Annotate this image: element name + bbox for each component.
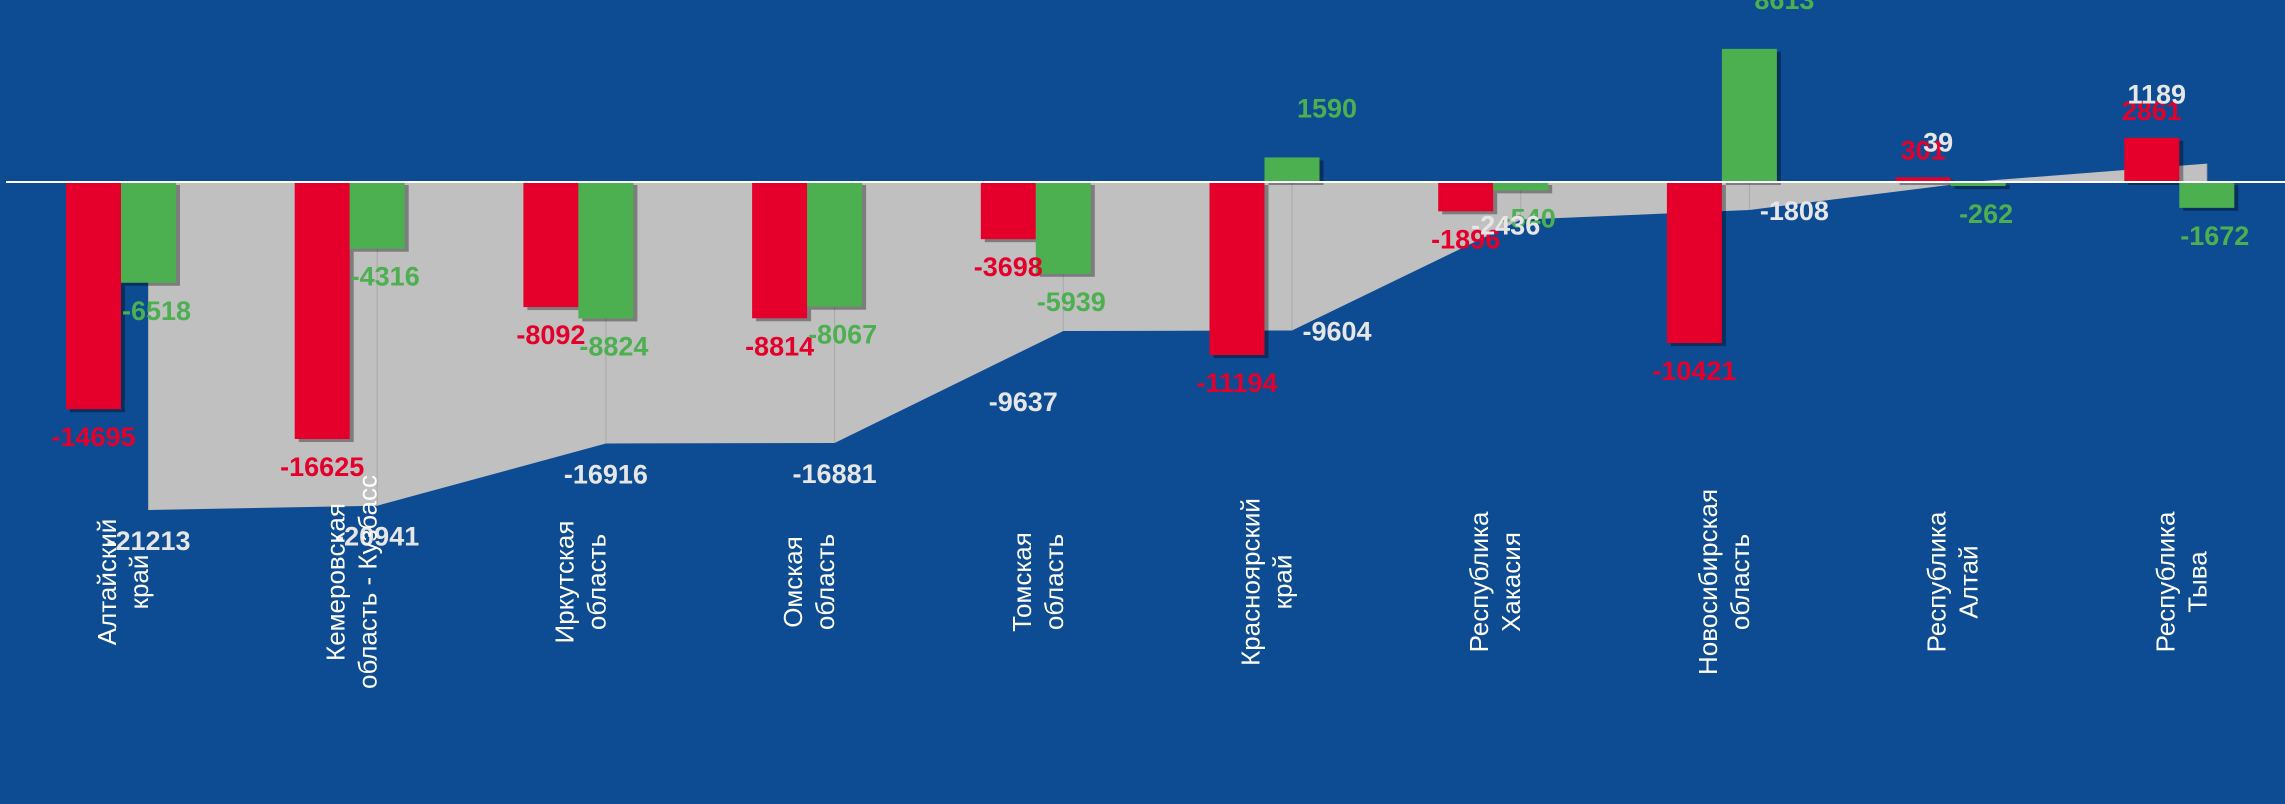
red-value-label: -16625 [280, 452, 364, 482]
total-value-label: 1189 [2128, 80, 2187, 110]
category-label-line: край [1268, 555, 1298, 610]
bar-green [2179, 182, 2235, 208]
green-value-label: -262 [1959, 199, 2013, 229]
red-value-label: -1896 [1431, 224, 1500, 254]
bar-red [294, 182, 350, 440]
category-label-line: Тыва [2182, 551, 2212, 613]
category-label-line: область [581, 534, 611, 630]
bar-green [807, 182, 863, 307]
green-value-label: -5939 [1037, 287, 1106, 317]
category-label: Омская область [778, 534, 840, 630]
category-label-line: Хакасия [1496, 532, 1526, 632]
bar-green [1493, 182, 1549, 191]
bar-green [1035, 182, 1091, 274]
category-label-line: Республика [1464, 511, 1494, 652]
green-value-label: -4316 [351, 262, 420, 292]
category-label-line: Кемеровская [321, 503, 351, 661]
bar-green [578, 182, 634, 319]
category-label: Алтайский край [92, 519, 154, 646]
category-label: Томская область [1007, 532, 1069, 632]
category-label: Республика Тыва [2150, 511, 2212, 652]
red-value-label: 2861 [2122, 96, 2182, 126]
red-value-label: -3698 [974, 252, 1043, 282]
red-value-label: -10421 [1652, 356, 1736, 386]
category-label-line: Томская [1007, 532, 1037, 632]
green-value-label: -8824 [579, 331, 648, 361]
category-label-line: область [1725, 534, 1755, 630]
value-labels-layer: -14695-6518-21213-16625-4316-20941-8092-… [51, 0, 2249, 556]
green-value-label: -8067 [808, 320, 877, 350]
bar-green-shadow [1954, 185, 2010, 190]
category-label-line: Красноярский [1236, 498, 1266, 666]
bar-red [1895, 177, 1951, 182]
category-label-line: Омская [778, 536, 808, 628]
red-value-label: -8814 [745, 331, 814, 361]
category-label: Иркутская область [549, 521, 611, 644]
red-value-label: -8092 [516, 320, 585, 350]
green-value-label: -1672 [2180, 221, 2249, 251]
bar-red [2124, 137, 2180, 182]
category-label: Новосибирская область [1693, 489, 1755, 675]
category-label-line: Новосибирская [1693, 489, 1723, 675]
bar-red [1209, 182, 1265, 356]
bar-green [1721, 48, 1777, 183]
category-label-line: область [810, 534, 840, 630]
bar-green [1264, 157, 1320, 182]
category-label-line: Республика [1922, 511, 1952, 652]
total-value-label: -16881 [793, 459, 877, 489]
bars-layer [66, 48, 2239, 443]
category-label: Республика Алтай [1922, 511, 1984, 652]
category-label-line: Иркутская [549, 521, 579, 644]
total-value-label: -20941 [335, 522, 419, 552]
bar-red [1666, 182, 1722, 344]
category-label-line: область - Кузбасс [353, 475, 383, 689]
total-area [148, 163, 2207, 510]
bar-red [1438, 182, 1494, 212]
bar-red [752, 182, 808, 319]
category-label: Кемеровская область - Кузбасс [321, 475, 383, 689]
total-value-label: 39 [1923, 127, 1953, 157]
total-area-layer [148, 163, 2208, 510]
category-label-line: Алтай [1954, 545, 1984, 618]
green-value-label: 8613 [1754, 0, 1814, 15]
category-label: Республика Хакасия [1464, 511, 1526, 652]
bar-red [523, 182, 579, 308]
red-value-label: -11194 [1196, 368, 1277, 398]
category-label-line: Республика [2150, 511, 2180, 652]
total-value-label: -16916 [564, 460, 648, 490]
total-value-label: -21213 [106, 526, 190, 556]
green-value-label: 1590 [1297, 93, 1357, 123]
total-value-label: -9637 [989, 387, 1058, 417]
bar-green [1950, 182, 2006, 187]
category-label-line: Алтайский [92, 519, 122, 646]
total-value-label: -9604 [1302, 316, 1371, 346]
total-value-label: -2436 [1471, 211, 1540, 241]
total-value-label: -1808 [1760, 196, 1829, 226]
bar-red [66, 182, 121, 410]
bar-green [349, 182, 405, 249]
bar-green [121, 182, 176, 283]
red-value-label: 301 [1901, 135, 1946, 165]
green-value-label: -6518 [122, 296, 191, 326]
category-label-line: край [124, 555, 154, 610]
category-labels-layer: Алтайский край Кемеровская область - Кузбас… [92, 475, 2212, 689]
green-value-label: -540 [1502, 203, 1556, 233]
bar-red [980, 182, 1036, 240]
red-value-label: -14695 [51, 422, 135, 452]
category-label: Красноярский край [1236, 498, 1298, 666]
category-label-line: область [1039, 534, 1069, 630]
